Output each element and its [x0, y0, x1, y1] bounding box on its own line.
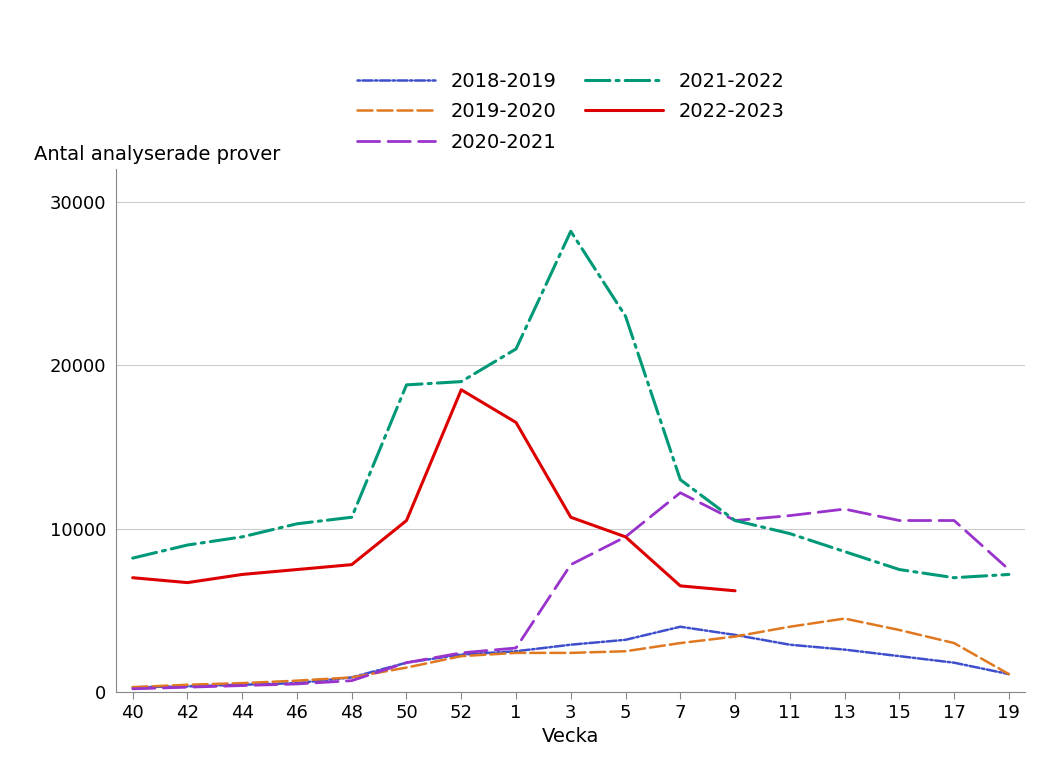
2021-2022 [346, 513, 358, 522]
2018-2019 [236, 680, 248, 689]
2021-2022 [783, 529, 796, 538]
2019-2020 [728, 632, 741, 641]
2019-2020 [564, 648, 577, 657]
2021-2022 [401, 381, 413, 389]
2021-2022 [236, 532, 248, 541]
2019-2020 [236, 678, 248, 687]
2018-2019 [893, 651, 906, 661]
2020-2021 [291, 679, 303, 688]
2018-2019 [346, 673, 358, 682]
2020-2021 [564, 560, 577, 569]
2018-2019 [455, 650, 467, 659]
Line: 2022-2023: 2022-2023 [133, 390, 735, 591]
2018-2019 [838, 645, 851, 654]
2020-2021 [838, 504, 851, 514]
2019-2020 [783, 622, 796, 631]
2019-2020 [948, 638, 961, 647]
2020-2021 [674, 488, 687, 498]
2019-2020 [893, 625, 906, 634]
2022-2023 [401, 516, 413, 525]
2020-2021 [455, 648, 467, 657]
2022-2023 [291, 565, 303, 574]
2018-2019 [1002, 670, 1015, 679]
2018-2019 [674, 622, 687, 631]
2020-2021 [181, 683, 193, 692]
2021-2022 [509, 345, 522, 354]
Line: 2021-2022: 2021-2022 [133, 231, 1008, 578]
2019-2020 [619, 647, 632, 656]
2019-2020 [181, 680, 193, 689]
2021-2022 [455, 377, 467, 386]
2020-2021 [783, 511, 796, 520]
2022-2023 [619, 532, 632, 541]
2020-2021 [127, 684, 140, 694]
2021-2022 [127, 554, 140, 563]
2020-2021 [1002, 565, 1015, 574]
Text: Antal analyserade prover: Antal analyserade prover [35, 145, 281, 164]
2021-2022 [728, 516, 741, 525]
2021-2022 [674, 475, 687, 484]
2018-2019 [181, 682, 193, 691]
2019-2020 [291, 676, 303, 685]
2018-2019 [127, 683, 140, 692]
2021-2022 [619, 311, 632, 321]
2020-2021 [509, 644, 522, 653]
2022-2023 [181, 578, 193, 588]
X-axis label: Vecka: Vecka [542, 727, 599, 747]
2022-2023 [564, 513, 577, 522]
2019-2020 [674, 638, 687, 647]
2020-2021 [236, 681, 248, 691]
2020-2021 [619, 532, 632, 541]
Line: 2020-2021: 2020-2021 [133, 493, 1008, 689]
2022-2023 [236, 570, 248, 579]
2018-2019 [948, 658, 961, 667]
Line: 2018-2019: 2018-2019 [133, 627, 1008, 687]
2021-2022 [948, 573, 961, 582]
2019-2020 [401, 663, 413, 672]
2021-2022 [893, 565, 906, 574]
2021-2022 [838, 547, 851, 556]
2021-2022 [291, 519, 303, 528]
Line: 2019-2020: 2019-2020 [133, 618, 1008, 687]
2021-2022 [181, 541, 193, 550]
2021-2022 [564, 227, 577, 236]
2018-2019 [728, 631, 741, 640]
2018-2019 [783, 640, 796, 649]
2019-2020 [1002, 670, 1015, 679]
2022-2023 [346, 560, 358, 569]
2018-2019 [619, 635, 632, 644]
2022-2023 [509, 418, 522, 427]
2021-2022 [1002, 570, 1015, 579]
2018-2019 [509, 647, 522, 656]
Legend: 2018-2019, 2019-2020, 2020-2021, 2021-2022, 2022-2023: 2018-2019, 2019-2020, 2020-2021, 2021-20… [349, 64, 793, 160]
2019-2020 [455, 651, 467, 661]
2018-2019 [291, 678, 303, 687]
2020-2021 [948, 516, 961, 525]
2019-2020 [346, 673, 358, 682]
2019-2020 [127, 683, 140, 692]
2020-2021 [346, 676, 358, 685]
2020-2021 [728, 516, 741, 525]
2022-2023 [728, 586, 741, 595]
2020-2021 [401, 658, 413, 667]
2019-2020 [838, 614, 851, 623]
2018-2019 [564, 640, 577, 649]
2019-2020 [509, 648, 522, 657]
2022-2023 [674, 581, 687, 591]
2018-2019 [401, 658, 413, 667]
2022-2023 [127, 573, 140, 582]
2022-2023 [455, 385, 467, 394]
2020-2021 [893, 516, 906, 525]
